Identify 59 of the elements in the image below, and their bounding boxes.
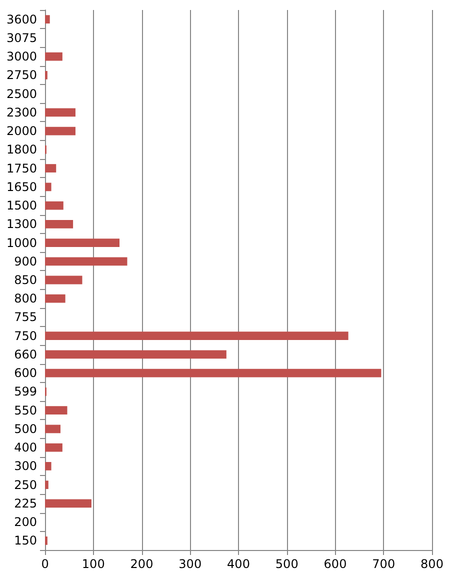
bar	[45, 424, 60, 434]
x-tick-label: 500	[275, 557, 298, 571]
x-tick-label: 600	[324, 557, 347, 571]
y-tick-label: 1300	[6, 217, 37, 232]
bar	[45, 276, 82, 284]
bar	[45, 462, 52, 470]
y-tick-label: 3000	[6, 50, 37, 64]
y-tick-label: 850	[14, 273, 37, 287]
y-tick-label: 755	[14, 310, 37, 324]
x-tick-label: 200	[130, 557, 154, 571]
y-tick-label: 200	[14, 515, 37, 530]
bar	[45, 406, 68, 415]
y-tick-label: 2750	[6, 68, 37, 82]
y-tick-label: 2000	[6, 124, 37, 138]
bar	[45, 126, 76, 136]
x-tick-label: 400	[227, 557, 250, 571]
y-tick-label: 225	[14, 496, 37, 510]
bar	[45, 15, 50, 24]
y-tick-label: 750	[14, 328, 37, 343]
y-tick-label: 550	[14, 403, 37, 418]
y-tick-label: 600	[14, 366, 37, 380]
x-tick-label: 300	[178, 557, 202, 571]
bar	[45, 52, 62, 61]
bar	[45, 480, 48, 490]
y-tick-label: 1500	[6, 198, 37, 213]
y-tick-label: 3075	[6, 30, 37, 45]
y-tick-label: 2500	[6, 86, 37, 101]
y-tick-label: 150	[14, 534, 37, 548]
bar	[45, 350, 226, 359]
y-tick-label: 1650	[6, 180, 37, 194]
bar	[45, 332, 348, 340]
y-tick-label: 660	[14, 347, 37, 362]
y-tick-label: 800	[14, 292, 37, 306]
y-tick-label: 500	[14, 422, 37, 436]
bar	[45, 499, 92, 508]
x-tick-label: 100	[82, 557, 105, 571]
y-tick-label: 250	[14, 478, 37, 492]
bar	[45, 108, 76, 117]
bar	[45, 238, 120, 247]
y-tick-label: 900	[14, 254, 37, 268]
y-tick-label: 3600	[6, 12, 37, 26]
y-tick-label: 400	[14, 440, 37, 455]
x-tick-label: 800	[420, 557, 444, 571]
x-tick-label: 0	[41, 557, 49, 571]
bar	[45, 257, 128, 266]
bar	[45, 220, 74, 228]
bar	[45, 443, 62, 452]
x-tick-label: 700	[372, 557, 396, 571]
y-tick-label: 1750	[6, 161, 37, 176]
bar	[45, 368, 382, 378]
y-tick-label: 2300	[6, 105, 37, 120]
bar	[45, 294, 66, 303]
y-tick-label: 300	[14, 459, 37, 474]
bar	[45, 164, 56, 172]
bar	[45, 182, 52, 192]
y-tick-label: 1000	[6, 236, 37, 250]
y-tick-label: 1800	[6, 142, 37, 157]
y-tick-label: 599	[14, 384, 37, 399]
bar	[45, 201, 64, 210]
